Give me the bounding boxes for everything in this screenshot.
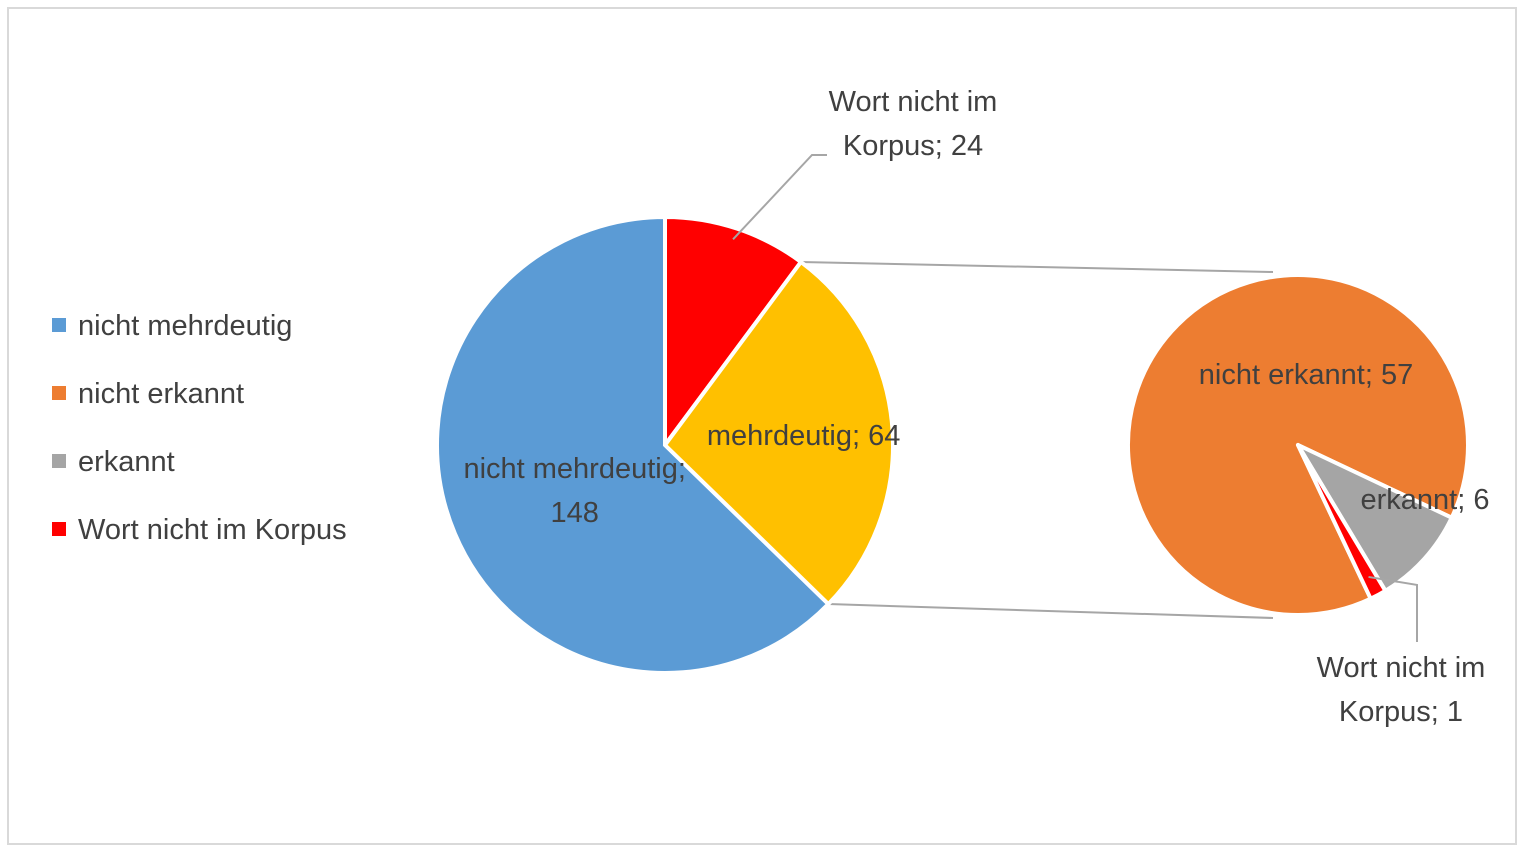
secondary-slice-nicht-erkannt <box>1126 273 1471 617</box>
leader-lines <box>732 154 1418 642</box>
legend-label-nicht-erkannt: nicht erkannt <box>78 378 244 410</box>
legend-swatch-wort-nicht-im-korpus <box>52 522 66 536</box>
legend-swatch-erkannt <box>52 454 66 468</box>
connector-line-bottom <box>828 603 1274 619</box>
data-label-secondary-nicht-erkannt: nicht erkannt; 57 <box>1199 359 1413 391</box>
secondary-slice-wort-nicht-im-korpus <box>1296 443 1388 601</box>
connector-line-top <box>800 260 1274 273</box>
data-label-main-wort-nicht-im-korpus: Wort nicht im Korpus; 24 <box>829 86 998 162</box>
secondary-slice-erkannt <box>1296 443 1454 593</box>
data-labels: nicht mehrdeutig; 148 Wort nicht im Korpus;… <box>463 86 1489 728</box>
data-label-secondary-wort-nicht-im-korpus: Wort nicht im Korpus; 1 <box>1317 652 1486 728</box>
data-label-main-nicht-mehrdeutig: nicht mehrdeutig; 148 <box>463 453 685 529</box>
legend-label-nicht-mehrdeutig: nicht mehrdeutig <box>78 310 292 342</box>
legend-label-erkannt: erkannt <box>78 446 175 478</box>
connector-lines <box>800 260 1274 619</box>
data-label-secondary-erkannt: erkannt; 6 <box>1361 484 1490 516</box>
main-slice-mehrdeutig <box>663 259 895 607</box>
leader-line-main-wort-nicht-im-korpus <box>732 154 827 241</box>
data-label-main-mehrdeutig: mehrdeutig; 64 <box>707 420 900 452</box>
main-slice-nicht-mehrdeutig <box>435 215 831 675</box>
legend-label-wort-nicht-im-korpus: Wort nicht im Korpus <box>78 514 347 546</box>
main-slice-wort-nicht-im-korpus <box>663 215 803 447</box>
legend-swatch-nicht-erkannt <box>52 386 66 400</box>
legend-swatch-nicht-mehrdeutig <box>52 318 66 332</box>
main-pie <box>435 215 895 675</box>
leader-line-secondary-wort-nicht-im-korpus <box>1368 575 1418 642</box>
secondary-pie <box>1126 273 1471 617</box>
legend: nicht mehrdeutig nicht erkannt erkannt Wort… <box>52 310 347 546</box>
